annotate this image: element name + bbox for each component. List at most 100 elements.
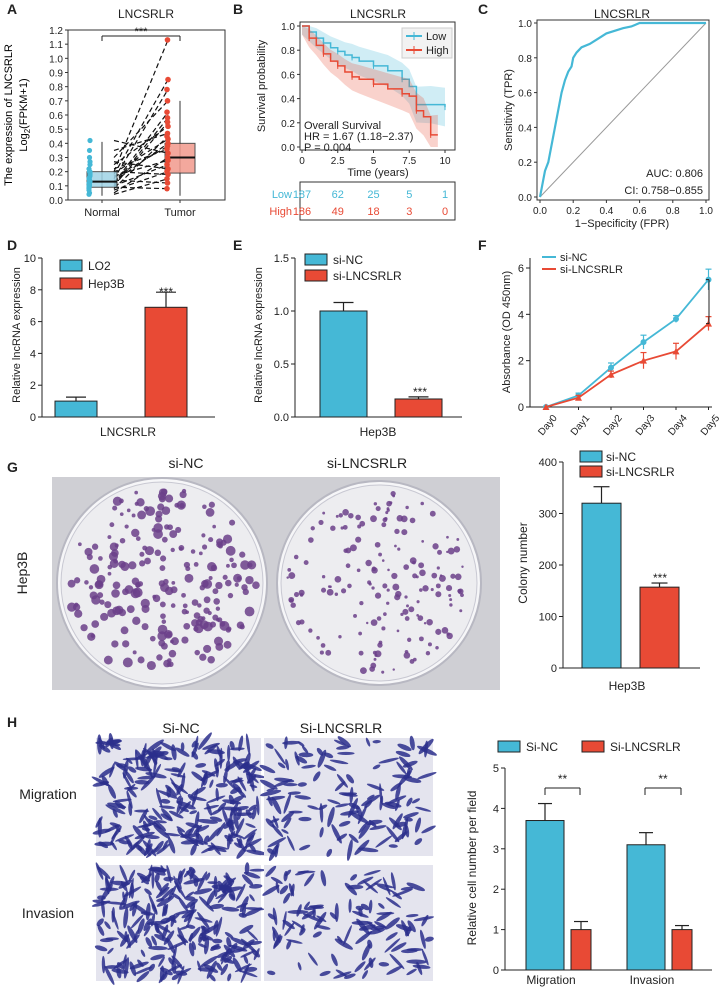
colony-dot <box>397 547 401 551</box>
colony-dot <box>371 586 375 590</box>
colony-dot <box>394 544 397 548</box>
stained-cell <box>198 732 212 750</box>
stained-cell <box>245 762 251 784</box>
pair-line <box>113 159 169 177</box>
stained-cell <box>136 971 150 983</box>
colony-dot <box>457 588 464 595</box>
y-tick-label: 0.0 <box>49 196 63 207</box>
stained-cell <box>146 739 164 753</box>
colony-dot <box>91 620 100 628</box>
plot-frame <box>299 21 456 151</box>
stained-cell <box>414 817 422 833</box>
stained-cell <box>228 833 238 839</box>
legend-label-si-nc: si-NC <box>606 450 636 464</box>
legend-swatch-si-lncsrlr <box>579 465 603 478</box>
colony-dot <box>171 581 176 585</box>
stained-cell <box>238 912 247 918</box>
stained-cell <box>227 744 231 762</box>
stained-cell <box>96 918 104 927</box>
colony-dot <box>201 533 206 538</box>
stained-cell <box>159 805 176 809</box>
x-tick-label: 5 <box>371 156 377 167</box>
legend-box <box>401 27 453 59</box>
x-tick-label: 10 <box>439 156 451 167</box>
colony-dot <box>421 540 425 543</box>
p-value: P = 0.004 <box>304 142 351 154</box>
colony-dot <box>366 621 369 625</box>
colony-dot <box>412 573 418 579</box>
colony-dot <box>404 650 409 654</box>
stained-cell <box>206 795 226 804</box>
colony-dot <box>131 513 136 518</box>
y-tick-label: 0.2 <box>49 168 63 179</box>
stained-cell <box>302 913 323 923</box>
stained-cell <box>338 820 351 827</box>
stained-cell <box>233 812 254 817</box>
legend-label-si-lncsrlr: si-LNCSRLR <box>606 465 675 479</box>
stained-cell <box>337 736 351 748</box>
pair-line <box>113 178 169 195</box>
bar-hep3b <box>144 306 188 418</box>
stained-cell <box>232 957 242 973</box>
stained-cell <box>415 806 432 812</box>
colony-dot <box>431 572 438 579</box>
colony-dot <box>120 562 130 571</box>
stained-cell <box>126 840 140 855</box>
stained-cell <box>240 962 250 984</box>
colony-dot <box>154 549 162 557</box>
y-tick-label: 8 <box>30 285 36 297</box>
colony-dot <box>89 591 98 600</box>
colony-dot <box>419 588 423 592</box>
stained-cell <box>273 934 281 950</box>
stained-cell <box>135 844 143 852</box>
point-normal <box>86 181 93 188</box>
y-tick-label: 0.2 <box>281 119 295 130</box>
colony-dot <box>432 543 439 550</box>
colony-dot <box>418 636 424 642</box>
pair-line <box>113 100 169 158</box>
legend-label-si-lncsrlr: si-LNCSRLR <box>560 264 623 276</box>
plate-well <box>280 484 478 682</box>
colony-dot <box>225 579 232 587</box>
colony-dot <box>407 637 412 642</box>
colony-dot <box>290 602 296 608</box>
stained-cell <box>101 955 106 974</box>
stained-cell <box>285 758 289 771</box>
colony-dot <box>429 510 436 517</box>
colony-dot <box>374 592 382 599</box>
legend-label-si-lncsrlr: si-LNCSRLR <box>333 269 402 283</box>
x-tick-label: 0.0 <box>533 206 547 217</box>
colony-dot <box>197 616 204 623</box>
stained-cell <box>152 807 163 821</box>
x-tick-label: Tumor <box>164 207 196 219</box>
colony-dot <box>321 575 326 579</box>
risk-value-low: 62 <box>332 189 344 201</box>
x-axis-label: Hep3B <box>609 679 646 693</box>
pair-line <box>113 117 169 185</box>
stained-cell <box>162 972 168 981</box>
colony-dot <box>412 560 416 565</box>
stained-cell <box>369 825 387 830</box>
stained-cell <box>272 815 279 829</box>
stained-cell <box>184 828 192 837</box>
colony-dot <box>392 583 400 591</box>
colony-dot <box>193 626 199 632</box>
colony-dot <box>409 659 415 664</box>
point-si-lncsrlr <box>640 357 647 364</box>
stained-cell <box>361 794 381 807</box>
colony-dot <box>439 574 443 577</box>
stained-cell <box>172 945 177 965</box>
stained-cell <box>136 872 150 882</box>
stained-cell <box>202 934 214 941</box>
colony-dot <box>293 554 299 560</box>
stained-cell <box>170 777 181 796</box>
series-line-si-lncsrlr <box>545 322 710 408</box>
colony-dot <box>335 514 339 518</box>
stained-cell <box>319 803 324 823</box>
colony-dot <box>159 565 166 571</box>
colony-dot <box>135 536 141 541</box>
stained-cell <box>384 801 402 808</box>
stained-cell <box>334 781 346 792</box>
stained-cell <box>326 848 333 857</box>
colony-dot <box>78 542 82 547</box>
